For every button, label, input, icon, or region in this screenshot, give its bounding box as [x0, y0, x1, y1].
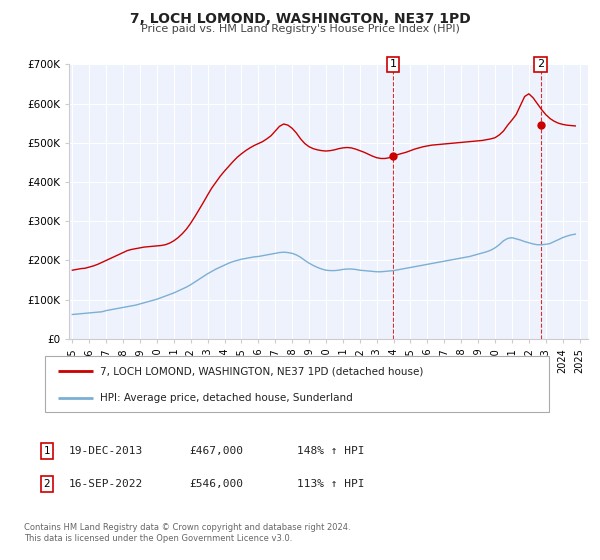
Text: 2: 2: [43, 479, 50, 489]
Text: 7, LOCH LOMOND, WASHINGTON, NE37 1PD: 7, LOCH LOMOND, WASHINGTON, NE37 1PD: [130, 12, 470, 26]
Text: HPI: Average price, detached house, Sunderland: HPI: Average price, detached house, Sund…: [100, 393, 353, 403]
Text: £467,000: £467,000: [189, 446, 243, 456]
Text: £546,000: £546,000: [189, 479, 243, 489]
Text: 1: 1: [389, 59, 397, 69]
Text: 19-DEC-2013: 19-DEC-2013: [69, 446, 143, 456]
Text: 148% ↑ HPI: 148% ↑ HPI: [297, 446, 365, 456]
Text: 7, LOCH LOMOND, WASHINGTON, NE37 1PD (detached house): 7, LOCH LOMOND, WASHINGTON, NE37 1PD (de…: [100, 366, 424, 376]
Text: Price paid vs. HM Land Registry's House Price Index (HPI): Price paid vs. HM Land Registry's House …: [140, 24, 460, 34]
Text: 1: 1: [43, 446, 50, 456]
Text: Contains HM Land Registry data © Crown copyright and database right 2024.
This d: Contains HM Land Registry data © Crown c…: [24, 524, 350, 543]
Text: 113% ↑ HPI: 113% ↑ HPI: [297, 479, 365, 489]
Text: 16-SEP-2022: 16-SEP-2022: [69, 479, 143, 489]
Text: 2: 2: [537, 59, 544, 69]
